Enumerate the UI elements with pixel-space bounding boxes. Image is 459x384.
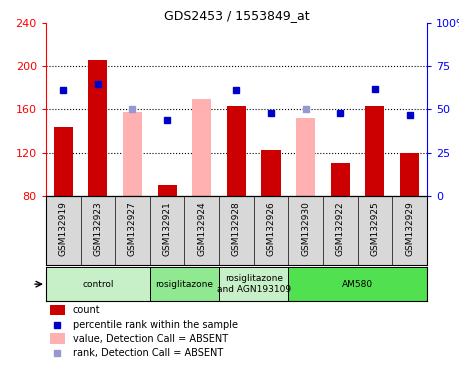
- Text: GSM132927: GSM132927: [128, 201, 137, 256]
- Bar: [123, 112, 142, 196]
- Text: GSM132929: GSM132929: [405, 201, 414, 256]
- Bar: [288, 267, 427, 301]
- Bar: [219, 267, 288, 301]
- Bar: [192, 99, 211, 196]
- Bar: [400, 153, 419, 196]
- Bar: [50, 333, 65, 344]
- Bar: [262, 151, 280, 196]
- Text: rosiglitazone: rosiglitazone: [156, 280, 213, 289]
- Bar: [50, 305, 65, 315]
- Text: percentile rank within the sample: percentile rank within the sample: [73, 319, 238, 330]
- Text: GSM132922: GSM132922: [336, 201, 345, 256]
- Bar: [331, 164, 350, 196]
- Bar: [296, 118, 315, 196]
- Text: value, Detection Call = ABSENT: value, Detection Call = ABSENT: [73, 334, 228, 344]
- Text: rosiglitazone
and AGN193109: rosiglitazone and AGN193109: [217, 275, 291, 294]
- Text: GSM132924: GSM132924: [197, 201, 206, 256]
- Bar: [88, 60, 107, 196]
- Bar: [46, 267, 150, 301]
- Bar: [365, 106, 385, 196]
- Title: GDS2453 / 1553849_at: GDS2453 / 1553849_at: [163, 9, 309, 22]
- Text: GSM132919: GSM132919: [59, 201, 68, 256]
- Text: GSM132925: GSM132925: [370, 201, 380, 256]
- Text: rank, Detection Call = ABSENT: rank, Detection Call = ABSENT: [73, 348, 223, 359]
- Text: control: control: [82, 280, 113, 289]
- Text: AM580: AM580: [342, 280, 373, 289]
- Text: GSM132930: GSM132930: [301, 201, 310, 256]
- Text: GSM132926: GSM132926: [267, 201, 275, 256]
- Text: GSM132928: GSM132928: [232, 201, 241, 256]
- Text: GSM132923: GSM132923: [93, 201, 102, 256]
- Bar: [150, 267, 219, 301]
- Bar: [54, 127, 73, 196]
- Bar: [227, 106, 246, 196]
- Bar: [157, 185, 177, 196]
- Text: count: count: [73, 305, 100, 315]
- Text: GSM132921: GSM132921: [162, 201, 172, 256]
